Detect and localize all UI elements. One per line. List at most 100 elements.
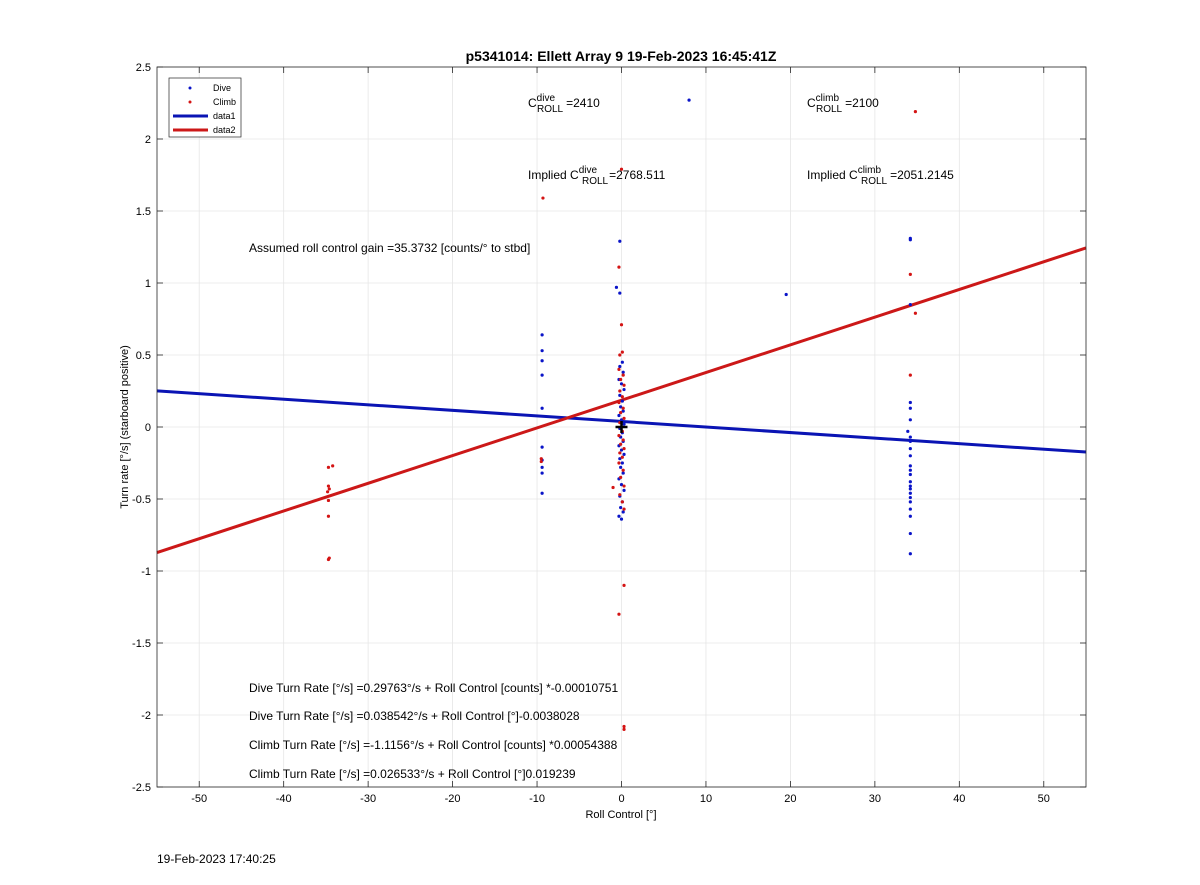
dive-point <box>540 333 544 337</box>
dive-point <box>621 471 625 475</box>
dive-point <box>619 465 623 469</box>
dive-point <box>908 468 912 472</box>
dive-point <box>908 238 912 242</box>
dive-point <box>908 514 912 518</box>
annotation-dive-degrees-equation: Dive Turn Rate [°/s] =0.038542°/s + Roll… <box>249 709 580 723</box>
dive-point <box>621 370 625 374</box>
climb-point <box>619 323 624 327</box>
climb-point <box>617 367 621 371</box>
climb-point <box>618 493 622 497</box>
dive-point <box>540 359 544 363</box>
climb-point <box>621 468 625 472</box>
legend-dive-label: Dive <box>213 83 231 93</box>
dive-point <box>908 491 912 495</box>
legend-dive-marker <box>188 86 192 90</box>
x-tick-label: 20 <box>784 793 796 805</box>
dive-point <box>620 399 624 403</box>
dive-point <box>622 422 626 426</box>
dive-point <box>687 98 691 102</box>
y-tick-label: 1.5 <box>136 206 151 218</box>
y-tick-label: 0.5 <box>136 350 151 362</box>
annotation-gain: Assumed roll control gain =35.3732 [coun… <box>249 241 530 255</box>
climb-point <box>618 389 622 393</box>
y-tick-label: -2.5 <box>132 782 151 794</box>
x-tick-label: -50 <box>191 793 207 805</box>
dive-point <box>540 465 544 469</box>
climb-point <box>619 377 623 382</box>
dive-point <box>908 552 912 556</box>
y-tick-label: -0.5 <box>132 494 151 506</box>
dive-point <box>540 445 544 449</box>
dive-point <box>618 393 622 397</box>
annotation-implied-climb: Implied Cclimb ROLL =2051.2145 <box>807 165 954 187</box>
dive-point <box>908 439 912 443</box>
origin-marker <box>615 421 628 433</box>
dive-point <box>908 487 912 491</box>
dive-point <box>908 418 912 422</box>
climb-point <box>621 438 625 442</box>
climb-point <box>325 490 330 494</box>
climb-point <box>611 485 615 490</box>
climb-point <box>621 406 625 410</box>
annotation-climb-degrees-equation: Climb Turn Rate [°/s] =0.026533°/s + Rol… <box>249 767 576 781</box>
figure-timestamp: 19-Feb-2023 17:40:25 <box>157 852 276 866</box>
climb-point <box>331 464 335 468</box>
dive-point <box>619 405 623 409</box>
climb-point <box>617 434 621 438</box>
dive-point <box>618 239 622 243</box>
dive-point <box>622 452 626 456</box>
dive-point <box>906 429 910 433</box>
climb-point <box>621 373 625 377</box>
climb-point <box>539 457 543 461</box>
climb-point <box>326 514 331 518</box>
dive-point <box>540 349 544 353</box>
y-tick-label: 1 <box>145 278 151 290</box>
dive-point <box>619 506 623 510</box>
climb-point <box>620 350 624 354</box>
dive-point <box>619 483 624 487</box>
climb-point <box>620 500 624 504</box>
dive-point <box>908 531 912 536</box>
x-axis-label: Roll Control [°] <box>585 809 656 821</box>
climb-point <box>619 411 623 415</box>
dive-point <box>622 387 626 392</box>
dive-point <box>619 382 624 386</box>
x-tick-label: -30 <box>360 793 376 805</box>
legend-climb-marker <box>188 100 192 104</box>
climb-point <box>619 442 623 446</box>
climb-point <box>326 465 331 469</box>
legend-data2-label: data2 <box>213 125 236 135</box>
climb-point <box>908 373 912 377</box>
dive-point <box>540 406 544 410</box>
x-tick-label: -10 <box>529 793 545 805</box>
chart-title: p5341014: Ellett Array 9 19-Feb-2023 16:… <box>466 48 777 64</box>
dive-point <box>908 495 912 500</box>
legend-climb-label: Climb <box>213 97 236 107</box>
dive-point <box>540 491 544 495</box>
dive-point <box>617 413 621 418</box>
axis-ticks: -50 -40 -30 -20 -10 0 10 20 30 40 50-2.5-2-1.5-1-0… <box>132 62 1086 805</box>
dive-point <box>614 285 619 289</box>
dive-point <box>908 303 912 307</box>
climb-point <box>541 196 545 200</box>
climb-point <box>622 383 626 387</box>
x-tick-label: -20 <box>445 793 461 805</box>
climb-point <box>622 484 626 488</box>
dive-point <box>908 454 912 458</box>
climb-point <box>622 416 626 420</box>
climb-point <box>620 455 624 459</box>
climb-point <box>326 498 331 503</box>
dive-point <box>540 373 544 377</box>
dive-point <box>619 448 624 452</box>
annotation-implied-dive: Implied Cdive ROLL=2768.511 <box>528 165 666 187</box>
x-tick-label: -40 <box>276 793 292 805</box>
climb-point <box>622 583 626 588</box>
dive-point <box>908 447 912 451</box>
annotation-c-roll-climb: Cclimb ROLL =2100 <box>807 93 879 115</box>
dive-point <box>620 360 624 364</box>
annotation-climb-counts-equation: Climb Turn Rate [°/s] =-1.1156°/s + Roll… <box>249 738 618 752</box>
dive-point <box>908 464 912 468</box>
climb-point <box>618 353 622 357</box>
climb-point <box>619 475 623 479</box>
